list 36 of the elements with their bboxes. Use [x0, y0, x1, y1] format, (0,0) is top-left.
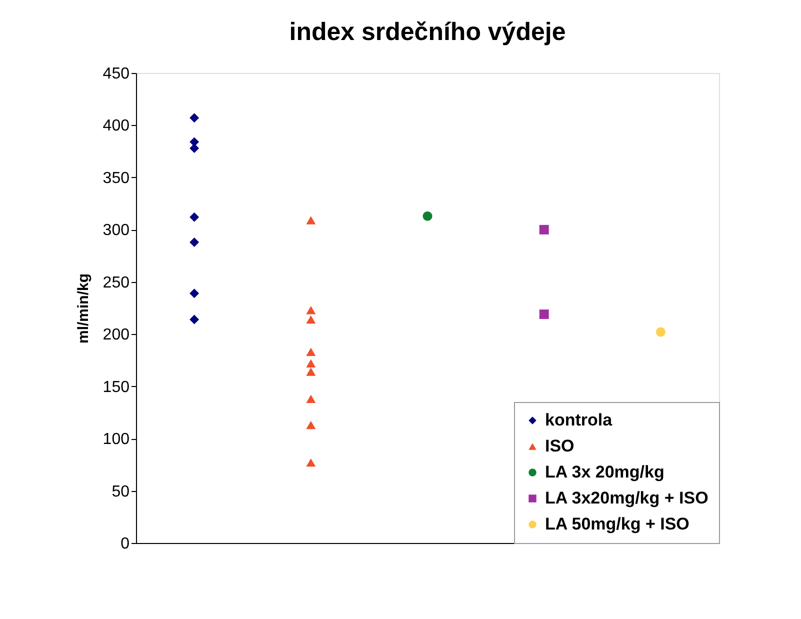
point — [190, 288, 200, 298]
point — [190, 314, 200, 324]
legend-label: kontrola — [545, 410, 613, 430]
point — [539, 310, 549, 320]
y-tick-label: 450 — [102, 66, 130, 82]
point — [306, 368, 316, 376]
y-tick-label: 50 — [112, 483, 130, 500]
point — [190, 237, 200, 247]
chart-title: index srdečního výdeje — [289, 18, 566, 46]
point — [539, 224, 549, 234]
point — [190, 212, 200, 222]
y-tick-label: 400 — [102, 118, 130, 135]
point — [422, 211, 432, 221]
point — [306, 348, 316, 356]
point — [306, 394, 316, 403]
legend-label: LA 50mg/kg + ISO — [545, 514, 690, 534]
point — [306, 315, 316, 324]
point — [190, 137, 200, 147]
point — [306, 359, 316, 368]
y-tick-label: 0 — [120, 536, 130, 552]
y-tick-label: 250 — [102, 274, 130, 292]
y-axis-title: ml/min/kg — [74, 273, 92, 344]
y-tick-label: 200 — [102, 326, 130, 344]
point — [306, 216, 316, 224]
point — [306, 458, 316, 467]
point — [306, 420, 316, 430]
legend-label: LA 3x 20mg/kg — [545, 462, 664, 482]
y-tick-label: 350 — [102, 170, 130, 187]
y-tick-label: 300 — [102, 222, 130, 240]
y-tick-label: 100 — [102, 431, 130, 448]
point — [656, 327, 666, 337]
legend-label: LA 3x20mg/kg + ISO — [545, 488, 708, 508]
y-tick-label: 150 — [102, 378, 130, 396]
legend-label: ISO — [545, 436, 574, 456]
point — [190, 113, 200, 123]
point — [306, 306, 316, 314]
